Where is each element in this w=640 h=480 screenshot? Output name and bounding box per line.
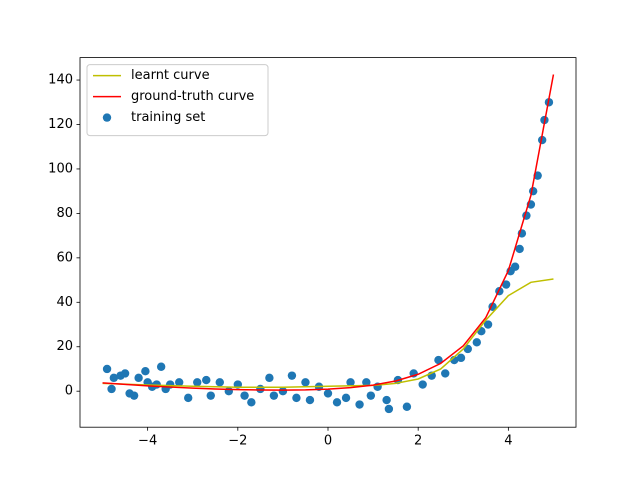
point (323, 389, 333, 398)
y-tick-label: 140 (48, 73, 73, 88)
point (441, 369, 450, 378)
x-tick-label: 4 (504, 434, 512, 449)
point (120, 369, 130, 378)
point (202, 375, 211, 385)
x-tick-label: 2 (414, 434, 422, 449)
point (456, 353, 466, 363)
point (384, 404, 394, 414)
point (107, 384, 116, 394)
legend-swatch (102, 113, 112, 122)
point (184, 393, 193, 403)
legend-label: learnt curve (131, 68, 210, 83)
legend-box (86, 64, 269, 137)
point (102, 364, 112, 374)
point (510, 262, 520, 271)
y-tick-label: 0 (65, 384, 73, 399)
point (287, 371, 297, 380)
point (483, 320, 493, 329)
y-tick-label: 20 (56, 339, 73, 354)
plot-frame (79, 57, 577, 428)
point (402, 402, 412, 411)
x-tick-label: −2 (228, 434, 247, 449)
point (472, 338, 481, 347)
point (193, 378, 202, 387)
x-tick-label: 0 (324, 434, 332, 449)
point (215, 378, 224, 387)
point (382, 395, 391, 405)
line (102, 278, 554, 388)
point (175, 378, 184, 387)
y-tick-label: 60 (56, 250, 73, 265)
point (129, 391, 139, 400)
y-tick-label: 40 (56, 295, 73, 310)
point (156, 362, 166, 371)
point (355, 400, 364, 409)
point (332, 398, 342, 407)
point (292, 393, 301, 403)
point (256, 384, 265, 394)
point (362, 378, 371, 387)
y-tick-label: 80 (56, 206, 73, 221)
point (109, 373, 119, 383)
point (134, 373, 143, 383)
y-tick-label: 100 (48, 161, 73, 176)
legend-label: training set (131, 110, 205, 125)
point (501, 280, 511, 289)
point (341, 393, 351, 403)
point (265, 373, 274, 383)
point (346, 378, 355, 387)
x-tick-label: −4 (138, 434, 157, 449)
legend-label: ground-truth curve (131, 89, 254, 104)
point (434, 355, 443, 365)
point (247, 398, 256, 407)
point (305, 395, 315, 405)
point (528, 186, 538, 196)
point (224, 386, 233, 396)
point (240, 391, 249, 400)
point (477, 326, 486, 336)
point (418, 380, 427, 389)
point (515, 244, 524, 254)
point (301, 378, 310, 387)
point (141, 366, 150, 376)
y-tick-label: 120 (48, 117, 73, 132)
point (206, 391, 215, 400)
point (366, 391, 376, 400)
point (278, 386, 288, 396)
line (102, 74, 555, 391)
point (269, 391, 279, 400)
